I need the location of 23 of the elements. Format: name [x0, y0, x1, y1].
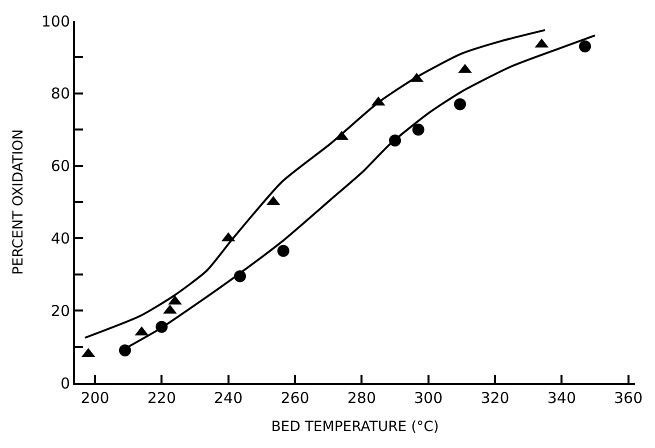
y-tick-label: 20: [50, 302, 70, 320]
x-axis-title: BED TEMPERATURE (°C): [271, 418, 439, 435]
point: [454, 98, 466, 110]
x-tick-label: 220: [147, 389, 176, 407]
x-tick-label: 240: [214, 389, 243, 407]
y-tick-label: 100: [41, 12, 70, 30]
y-axis-title: PERCENT OXIDATION: [10, 129, 26, 275]
y-tick-label: 80: [50, 84, 70, 103]
x-tick-label: 280: [347, 389, 376, 407]
y-tick-label: 60: [50, 157, 70, 176]
point: [412, 124, 424, 136]
point: [579, 40, 591, 52]
x-tick-label: 340: [547, 389, 576, 407]
point: [119, 344, 131, 356]
x-tick-label: 300: [414, 389, 443, 407]
y-tick-label: 0: [60, 374, 70, 392]
line-series: [84, 29, 546, 339]
x-tick-label: 360: [614, 389, 643, 407]
x-tick-label: 260: [280, 389, 310, 407]
point: [277, 244, 290, 257]
x-tick-label: 320: [480, 389, 510, 407]
x-tick-label: 200: [80, 389, 110, 407]
y-tick-label: 40: [50, 229, 70, 248]
